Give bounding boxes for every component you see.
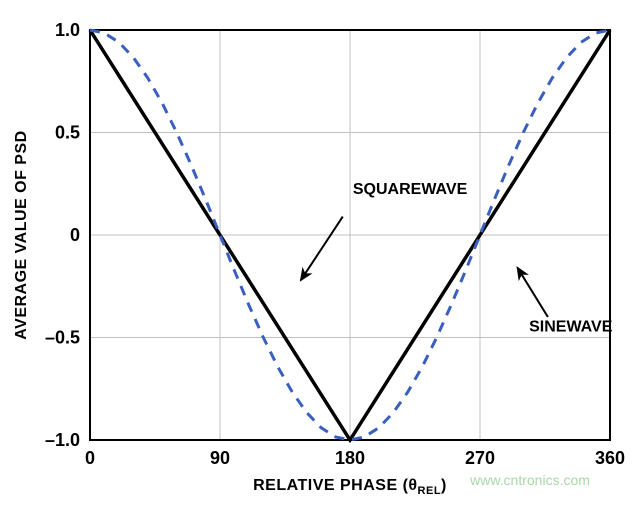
- svg-text:180: 180: [335, 448, 365, 468]
- psd-phase-chart: SQUAREWAVE SINEWAVE –1.0 –0.5 0 0.5 1.0 0 90 1…: [0, 0, 640, 507]
- svg-text:0.5: 0.5: [55, 123, 80, 143]
- svg-text:–1.0: –1.0: [45, 430, 80, 450]
- svg-text:–0.5: –0.5: [45, 328, 80, 348]
- svg-text:270: 270: [465, 448, 495, 468]
- chart-background: [0, 0, 640, 507]
- annotation-label: SINEWAVE: [529, 318, 613, 335]
- watermark-text: www.cntronics.com: [469, 472, 590, 488]
- y-axis-label: AVERAGE VALUE OF PSD: [13, 130, 30, 339]
- svg-text:360: 360: [595, 448, 625, 468]
- svg-text:0: 0: [70, 225, 80, 245]
- svg-text:0: 0: [85, 448, 95, 468]
- annotation-label: SQUAREWAVE: [353, 181, 468, 198]
- svg-text:90: 90: [210, 448, 230, 468]
- svg-text:1.0: 1.0: [55, 20, 80, 40]
